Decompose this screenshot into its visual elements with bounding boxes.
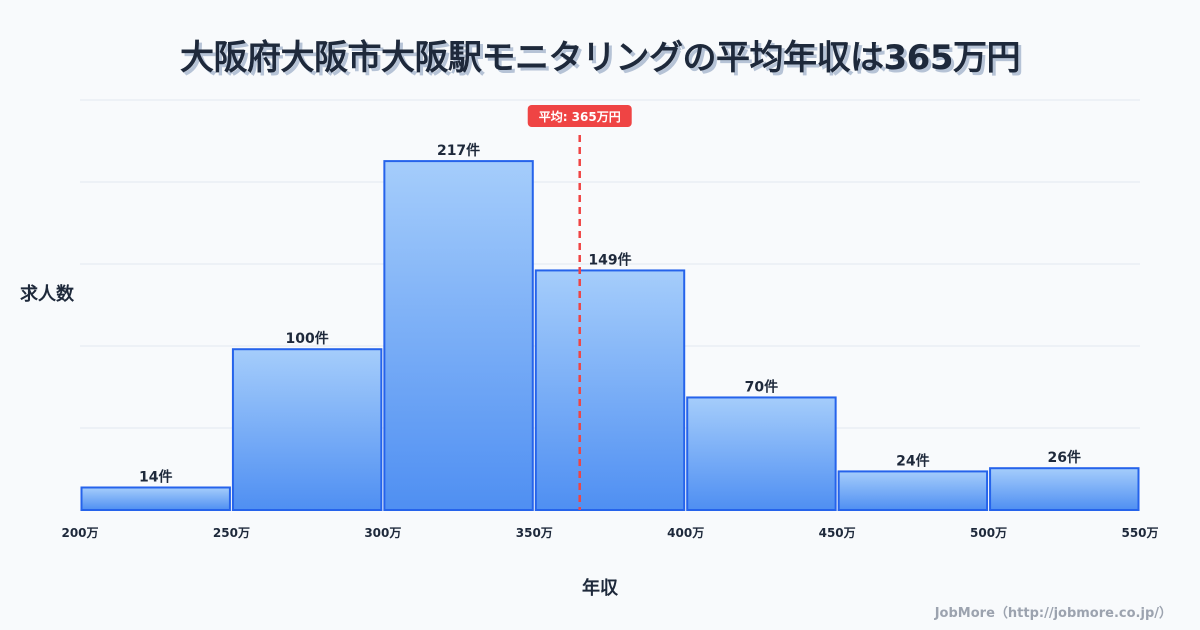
y-axis-label: 求人数: [20, 284, 74, 305]
x-tick-label: 350万: [516, 526, 553, 540]
bar-value-label: 26件: [1048, 449, 1081, 466]
bar-value-label: 100件: [286, 330, 329, 347]
histogram-bar: [534, 269, 686, 511]
mean-label: 平均: 365万円: [539, 109, 621, 124]
mean-label-badge: [527, 105, 632, 127]
chart-title: 大阪府大阪市大阪駅モニタリングの平均年収は365万円: [180, 38, 1020, 78]
histogram-bar: [80, 486, 231, 512]
bar-value-label: 217件: [437, 142, 480, 159]
x-tick-label: 450万: [819, 526, 856, 540]
x-tick-label: 500万: [970, 526, 1007, 540]
bar-value-label: 14件: [139, 468, 172, 485]
footer-credit: JobMore（http://jobmore.co.jp/）: [934, 606, 1172, 621]
histogram-bar: [383, 160, 534, 511]
histogram-bar: [231, 348, 383, 512]
x-tick-label: 400万: [667, 526, 704, 540]
x-tick-label: 250万: [213, 526, 250, 540]
histogram-bar: [989, 467, 1140, 511]
bar-value-label: 24件: [896, 452, 929, 469]
x-axis-label: 年収: [582, 578, 618, 599]
bar-value-label: 149件: [588, 251, 631, 268]
bar-value-label: 70件: [745, 378, 778, 395]
histogram-bar: [686, 396, 837, 512]
x-tick-label: 200万: [61, 526, 98, 540]
x-tick-label: 300万: [364, 526, 401, 540]
histogram-bar: [837, 470, 989, 512]
x-tick-label: 550万: [1121, 526, 1158, 540]
